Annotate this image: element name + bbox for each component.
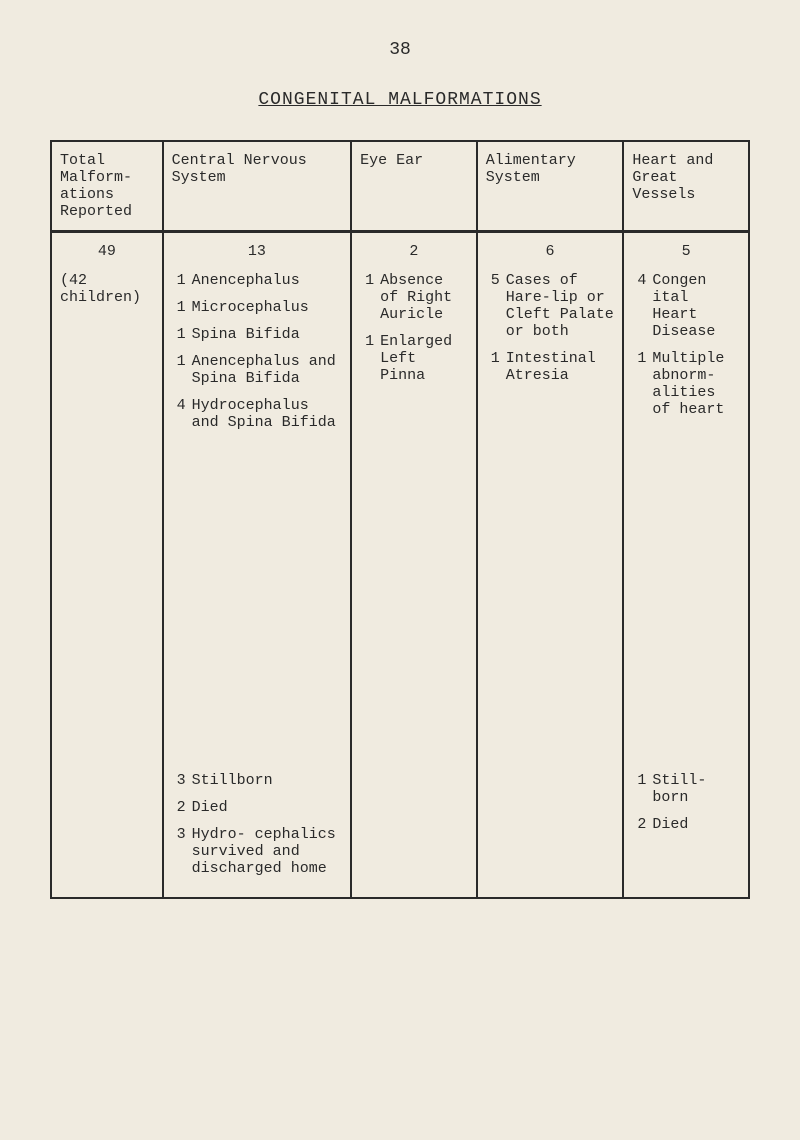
col-header: Alimentary System [477,141,624,232]
list-item: 3Hydro- cephalics survived and discharge… [172,826,342,877]
list-item: 1Multiple abnorm- alities of heart [632,350,740,418]
table-row: 49 (42 children) 13 1Anencephalus 1Micro… [51,232,749,899]
list-item: 1Intestinal Atresia [486,350,615,384]
list-item: 1Anencephalus and Spina Bifida [172,353,342,387]
table-header-row: Total Malform- ations Reported Central N… [51,141,749,232]
col-header: Eye Ear [351,141,477,232]
list-item: 5Cases of Hare-lip or Cleft Palate or bo… [486,272,615,340]
malformations-table: Total Malform- ations Reported Central N… [50,140,750,899]
list-item: 1Absence of Right Auricle [360,272,468,323]
children-note: (42 children) [60,272,154,306]
list-item: 4Hydrocephalus and Spina Bifida [172,397,342,431]
cell-heart: 5 4Congen ital Heart Disease 1Multiple a… [623,232,749,899]
list-item: 1Still- born [632,772,740,806]
col-header: Heart and Great Vessels [623,141,749,232]
count-value: 5 [632,243,740,260]
page-title: CONGENITAL MALFORMATIONS [50,90,750,110]
cell-eye: 2 1Absence of Right Auricle 1Enlarged Le… [351,232,477,899]
cell-total: 49 (42 children) [51,232,163,899]
list-item: 4Congen ital Heart Disease [632,272,740,340]
count-value: 2 [360,243,468,260]
col-header: Total Malform- ations Reported [51,141,163,232]
count-value: 49 [60,243,154,260]
list-item: 1Microcephalus [172,299,342,316]
list-item: 1Spina Bifida [172,326,342,343]
list-item: 2Died [172,799,342,816]
cell-cns: 13 1Anencephalus 1Microcephalus 1Spina B… [163,232,351,899]
cell-alimentary: 6 5Cases of Hare-lip or Cleft Palate or … [477,232,624,899]
list-item: 1Anencephalus [172,272,342,289]
count-value: 13 [172,243,342,260]
list-item: 2Died [632,816,740,833]
count-value: 6 [486,243,615,260]
page-number: 38 [50,40,750,60]
list-item: 1Enlarged Left Pinna [360,333,468,384]
col-header: Central Nervous System [163,141,351,232]
list-item: 3Stillborn [172,772,342,789]
